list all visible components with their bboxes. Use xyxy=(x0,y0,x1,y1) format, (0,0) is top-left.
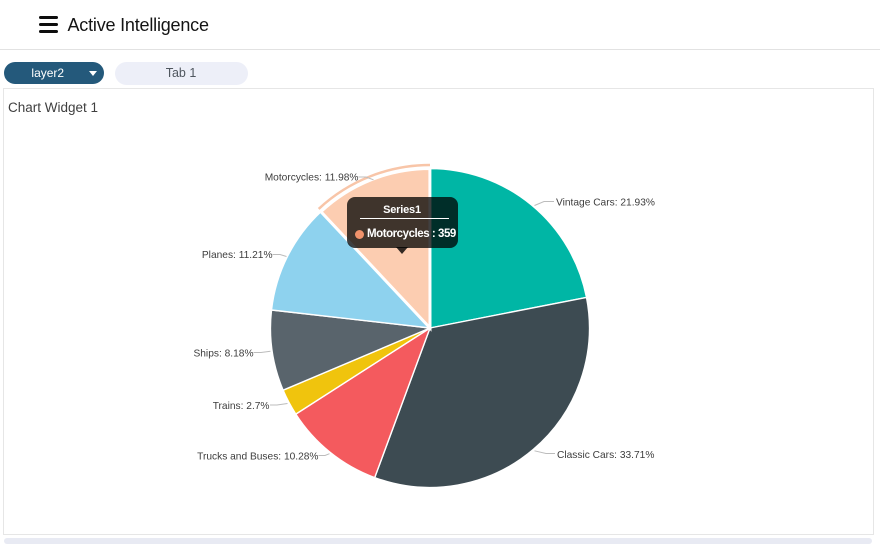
svg-text:Vintage Cars: 21.93%: Vintage Cars: 21.93% xyxy=(556,198,655,209)
svg-text:Trucks and Buses: 10.28%: Trucks and Buses: 10.28% xyxy=(197,452,318,463)
svg-text:Motorcycles: 11.98%: Motorcycles: 11.98% xyxy=(265,173,359,184)
svg-text:Trains: 2.7%: Trains: 2.7% xyxy=(213,401,270,412)
svg-text:Planes: 11.21%: Planes: 11.21% xyxy=(202,250,273,261)
svg-text:Ships: 8.18%: Ships: 8.18% xyxy=(193,349,253,360)
svg-text:Classic Cars: 33.71%: Classic Cars: 33.71% xyxy=(557,450,654,461)
